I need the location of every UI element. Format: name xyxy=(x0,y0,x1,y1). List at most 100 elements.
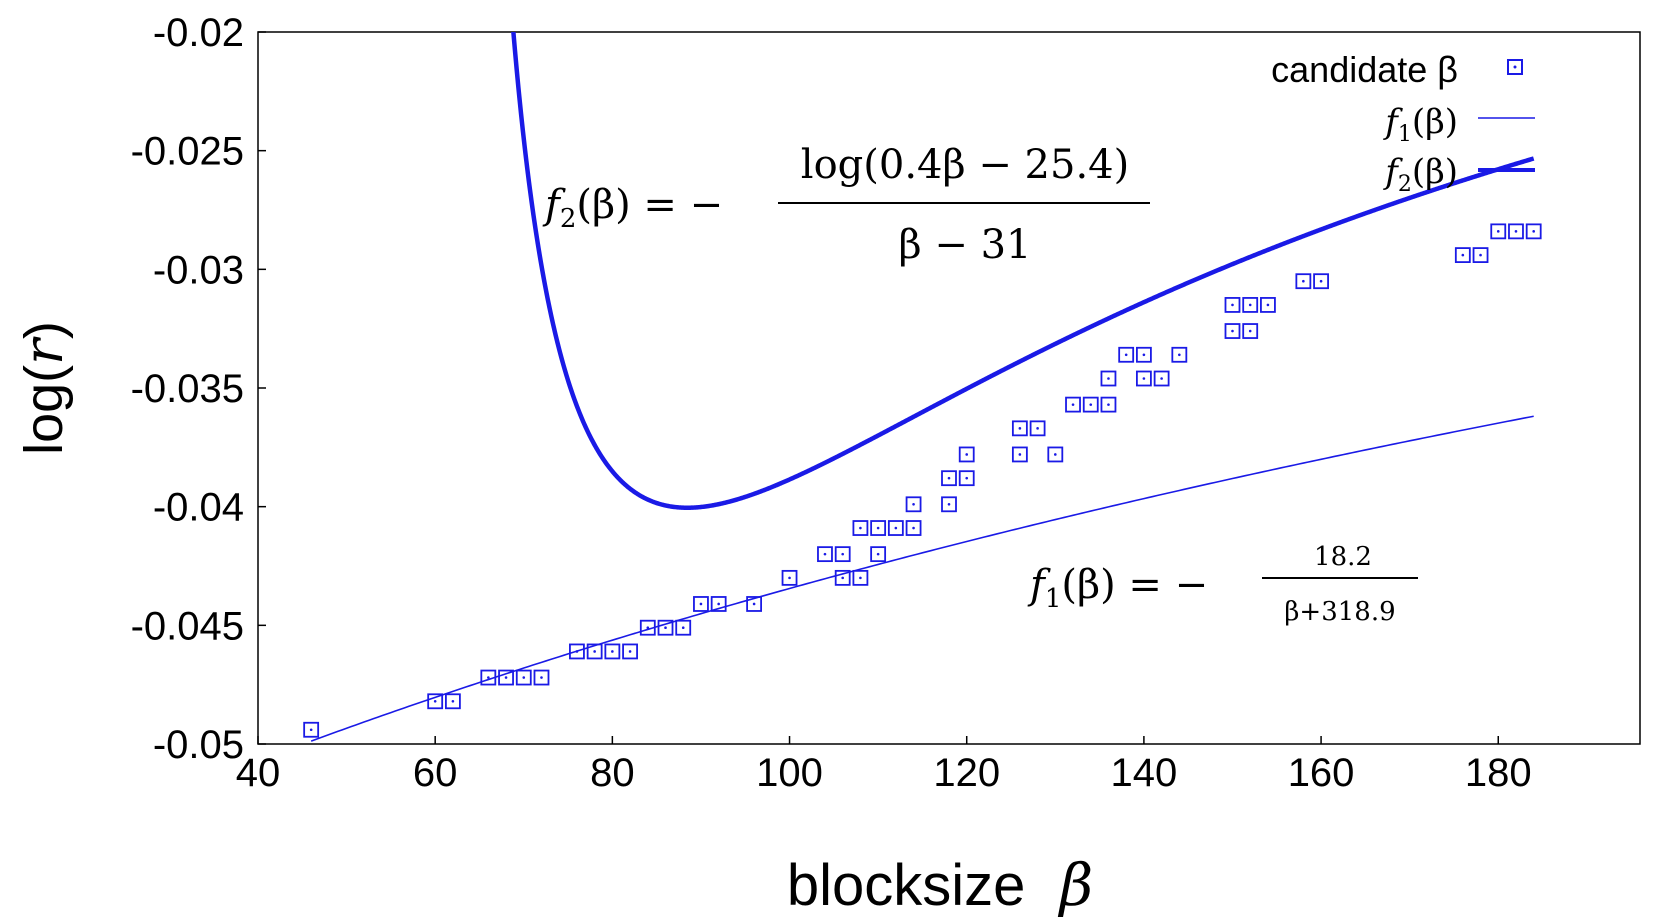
candidate-point xyxy=(1313,273,1329,290)
annotation-f2-arg: (β) = − xyxy=(576,182,723,228)
candidate-point xyxy=(569,643,585,660)
candidate-point-square xyxy=(622,643,638,660)
candidate-points xyxy=(303,223,1542,738)
candidate-point xyxy=(1011,420,1028,437)
candidate-point-dot xyxy=(575,650,579,653)
legend-marker-candidate xyxy=(1507,59,1523,75)
candidate-point-square xyxy=(693,596,709,612)
candidate-point-dot xyxy=(1124,353,1128,357)
candidate-point-square xyxy=(533,669,550,686)
x-axis-title-text: blocksize xyxy=(787,853,1026,918)
candidate-point-square xyxy=(1100,396,1117,413)
annotation-f1: f1(β) = − 18.2 β+318.9 xyxy=(1027,542,1418,627)
candidate-point-dot xyxy=(1266,303,1270,307)
candidate-point-dot xyxy=(504,676,508,679)
y-tick-label: -0.035 xyxy=(131,367,244,411)
candidate-point-square xyxy=(1472,247,1489,263)
candidate-point-square xyxy=(710,596,727,612)
candidate-point-dot xyxy=(841,576,844,580)
candidate-point-dot xyxy=(912,502,915,506)
candidate-point-square xyxy=(1029,420,1046,437)
candidate-point xyxy=(870,546,887,563)
candidate-point-square xyxy=(586,643,603,660)
candidate-point xyxy=(693,596,709,612)
candidate-point-dot xyxy=(965,453,969,456)
candidate-point-square xyxy=(1118,346,1135,363)
candidate-point-dot xyxy=(717,602,720,606)
candidate-point-square xyxy=(1260,297,1276,313)
candidate-point-dot xyxy=(1018,453,1022,456)
candidate-point xyxy=(817,546,833,563)
x-tick-label: 120 xyxy=(933,751,1000,795)
x-tick-label: 100 xyxy=(756,751,823,795)
candidate-point-dot xyxy=(664,626,667,630)
candidate-point xyxy=(1135,346,1152,363)
candidate-point-dot xyxy=(540,676,543,679)
candidate-point-dot xyxy=(841,552,844,556)
candidate-point-square xyxy=(887,520,904,536)
candidate-point-dot xyxy=(752,602,756,606)
candidate-point-dot xyxy=(947,502,951,506)
candidate-point-dot xyxy=(1178,353,1181,357)
candidate-point-square xyxy=(444,693,461,710)
candidate-point xyxy=(657,619,674,636)
candidate-point-dot xyxy=(1089,403,1093,406)
candidate-point xyxy=(958,470,975,487)
x-tick-label: 80 xyxy=(590,751,635,795)
y-tick-label: -0.02 xyxy=(153,11,244,55)
candidate-point-square xyxy=(1171,346,1188,363)
candidate-point-dot xyxy=(1479,253,1482,257)
candidate-point-square xyxy=(1082,396,1099,413)
candidate-point-square xyxy=(1525,223,1542,240)
candidate-point-square xyxy=(1135,346,1152,363)
annotation-f2-numerator: log(0.4β − 25.4) xyxy=(801,142,1129,188)
candidate-point xyxy=(675,619,692,636)
candidate-point xyxy=(1242,323,1259,339)
candidate-point xyxy=(604,643,621,660)
candidate-point-dot xyxy=(1514,230,1518,233)
candidate-point xyxy=(444,693,461,710)
candidate-point xyxy=(1260,297,1276,313)
candidate-point-dot xyxy=(859,526,862,530)
candidate-point-dot xyxy=(1018,427,1022,430)
candidate-point-square xyxy=(817,546,833,563)
y-tick-label: -0.03 xyxy=(153,248,244,292)
candidate-point-dot xyxy=(487,676,490,679)
y-tick-label: -0.05 xyxy=(153,723,244,767)
candidate-point-square xyxy=(834,569,851,586)
legend-f2-sub: 2 xyxy=(1398,172,1412,197)
candidate-point xyxy=(905,496,922,513)
candidate-point xyxy=(1065,396,1081,413)
candidate-point-dot xyxy=(646,626,650,630)
candidate-point xyxy=(1135,370,1152,387)
candidate-point xyxy=(746,596,763,612)
annotation-f1-arg: (β) = − xyxy=(1061,562,1208,608)
candidate-point xyxy=(834,546,851,563)
candidate-point-square xyxy=(941,470,957,487)
annotation-f1-sub: 1 xyxy=(1045,584,1062,614)
x-tick-label: 160 xyxy=(1288,751,1355,795)
candidate-point xyxy=(427,693,444,710)
candidate-point xyxy=(1242,297,1259,313)
candidate-point xyxy=(1224,323,1241,339)
candidate-point-square xyxy=(515,669,532,686)
candidate-point xyxy=(834,569,851,586)
candidate-point-dot xyxy=(611,650,614,653)
candidate-point-square xyxy=(569,643,585,660)
candidate-point-square xyxy=(852,520,869,536)
legend-f1-sub: 1 xyxy=(1398,122,1412,147)
curves xyxy=(310,32,1535,742)
annotation-f2-sub: 2 xyxy=(560,204,577,234)
candidate-point-dot xyxy=(947,476,951,480)
annotation-f1-numerator: 18.2 xyxy=(1314,542,1372,572)
candidate-point-dot xyxy=(699,602,703,606)
x-axis-title: blocksize β xyxy=(787,851,1093,918)
candidate-point-square xyxy=(746,596,763,612)
y-axis-title-close: ) xyxy=(14,321,74,339)
candidate-point-square xyxy=(498,669,514,686)
candidate-point-dot xyxy=(965,476,969,480)
candidate-point-dot xyxy=(859,576,862,580)
candidate-point-square xyxy=(639,619,656,636)
candidate-point-dot xyxy=(1107,403,1110,406)
